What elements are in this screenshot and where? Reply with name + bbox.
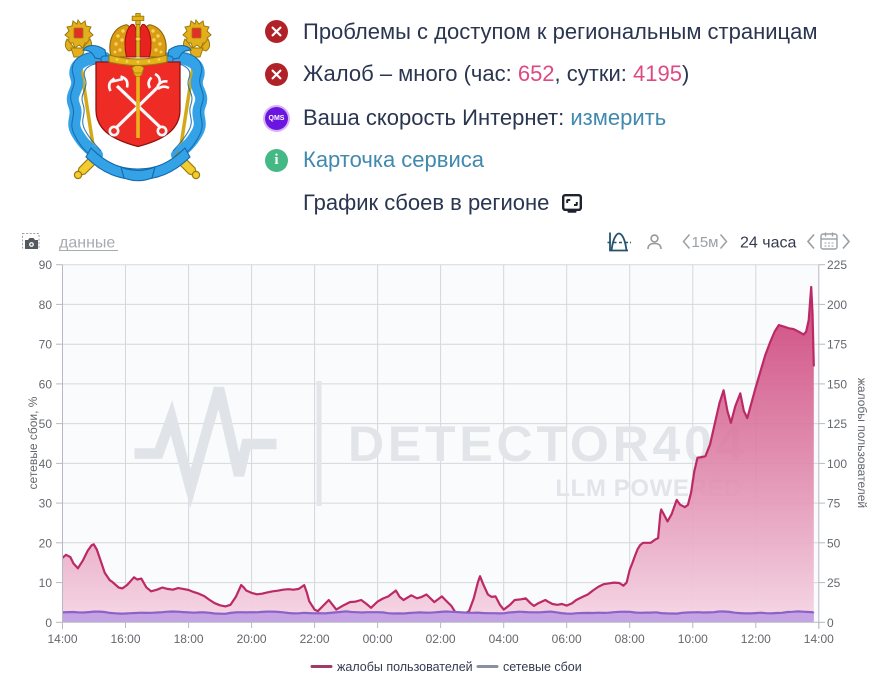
svg-text:0: 0 xyxy=(827,616,834,630)
svg-text:40: 40 xyxy=(39,457,53,471)
svg-text:данные: данные xyxy=(59,235,115,252)
svg-text:20:00: 20:00 xyxy=(237,632,267,646)
svg-text:15м: 15м xyxy=(692,234,719,251)
svg-text:75: 75 xyxy=(827,497,841,511)
svg-text:60: 60 xyxy=(39,377,53,391)
svg-text:10: 10 xyxy=(39,576,53,590)
svg-text:22:00: 22:00 xyxy=(300,632,330,646)
svg-text:0: 0 xyxy=(45,616,52,630)
svg-text:70: 70 xyxy=(39,338,53,352)
svg-text:225: 225 xyxy=(827,258,847,272)
svg-text:50: 50 xyxy=(39,417,53,431)
svg-text:50: 50 xyxy=(827,536,841,550)
svg-text:00:00: 00:00 xyxy=(363,632,393,646)
svg-text:30: 30 xyxy=(39,497,53,511)
svg-text:80: 80 xyxy=(39,298,53,312)
svg-text:02:00: 02:00 xyxy=(426,632,456,646)
svg-text:14:00: 14:00 xyxy=(804,632,834,646)
svg-text:25: 25 xyxy=(827,576,841,590)
svg-text:125: 125 xyxy=(827,417,847,431)
svg-text:90: 90 xyxy=(39,258,53,272)
svg-text:10:00: 10:00 xyxy=(678,632,708,646)
svg-text:16:00: 16:00 xyxy=(110,632,140,646)
svg-text:20: 20 xyxy=(39,536,53,550)
svg-text:04:00: 04:00 xyxy=(489,632,519,646)
svg-text:жалобы пользователей: жалобы пользователей xyxy=(337,660,473,674)
svg-text:14:00: 14:00 xyxy=(47,632,77,646)
svg-text:жалобы пользователей: жалобы пользователей xyxy=(855,378,869,508)
svg-text:08:00: 08:00 xyxy=(615,632,645,646)
svg-text:150: 150 xyxy=(827,377,847,391)
svg-text:сетевые сбои, %: сетевые сбои, % xyxy=(26,396,40,489)
svg-text:DETECTOR404: DETECTOR404 xyxy=(348,416,747,472)
svg-text:06:00: 06:00 xyxy=(552,632,582,646)
svg-text:200: 200 xyxy=(827,298,847,312)
svg-text:18:00: 18:00 xyxy=(174,632,204,646)
svg-text:100: 100 xyxy=(827,457,847,471)
svg-text:сетевые сбои: сетевые сбои xyxy=(503,660,582,674)
svg-text:12:00: 12:00 xyxy=(741,632,771,646)
svg-text:175: 175 xyxy=(827,338,847,352)
svg-text:24 часа: 24 часа xyxy=(740,235,796,252)
